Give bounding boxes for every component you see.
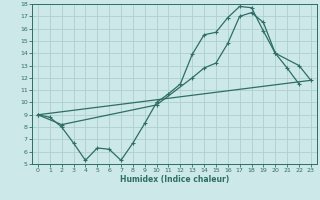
X-axis label: Humidex (Indice chaleur): Humidex (Indice chaleur) <box>120 175 229 184</box>
